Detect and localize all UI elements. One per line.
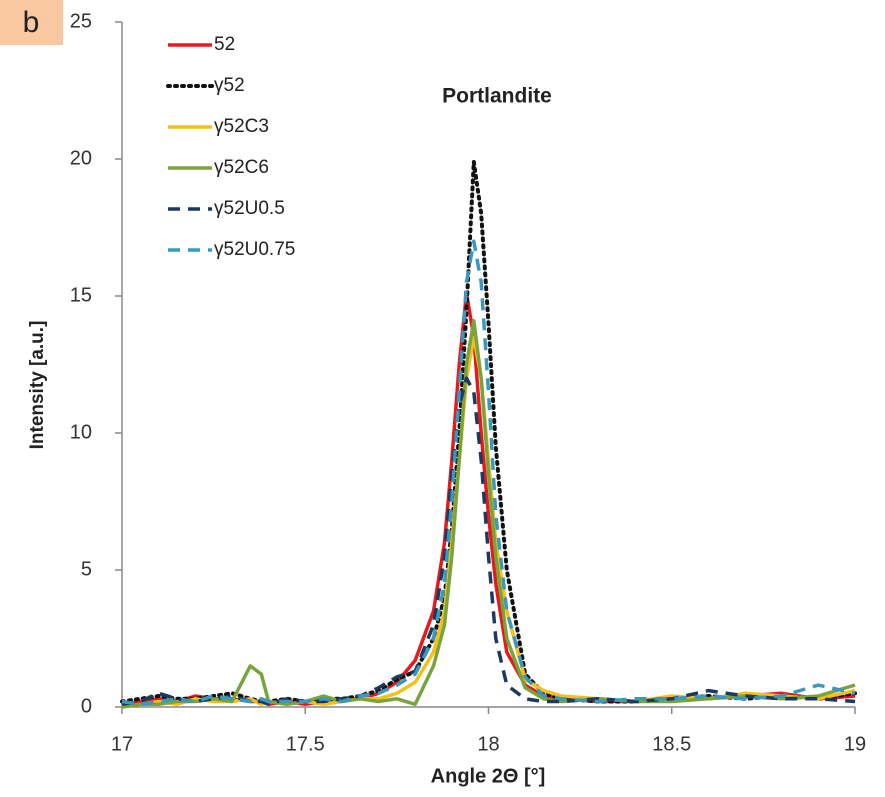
legend-label: γ52U0.75 (214, 239, 295, 260)
legend-label: γ52C3 (214, 116, 269, 137)
panel-label: b (23, 6, 40, 39)
series-line (121, 376, 856, 707)
panel-label-box (0, 0, 63, 45)
series-line (121, 291, 856, 707)
x-axis-label: Angle 2Θ [°] (431, 765, 546, 787)
y-tick-label: 0 (81, 695, 92, 717)
x-tick-label: 17 (111, 733, 133, 755)
y-tick-label: 10 (70, 421, 92, 443)
y-tick-label: 20 (70, 147, 92, 169)
legend-label: γ52 (214, 75, 245, 96)
legend-label: 52 (214, 34, 235, 55)
chart-title: Portlandite (442, 85, 552, 108)
y-tick-label: 5 (81, 558, 92, 580)
y-axis-label: Intensity [a.u.] (27, 321, 48, 450)
legend-label: γ52U0.5 (214, 198, 285, 219)
y-tick-label: 15 (70, 284, 92, 306)
legend-label: γ52C6 (214, 157, 269, 178)
x-tick-label: 18.5 (652, 733, 691, 755)
x-tick-label: 17.5 (286, 733, 325, 755)
x-tick-label: 18 (477, 733, 499, 755)
y-tick-label: 25 (70, 10, 92, 32)
x-tick-label: 19 (844, 733, 866, 755)
series-line (121, 239, 856, 707)
